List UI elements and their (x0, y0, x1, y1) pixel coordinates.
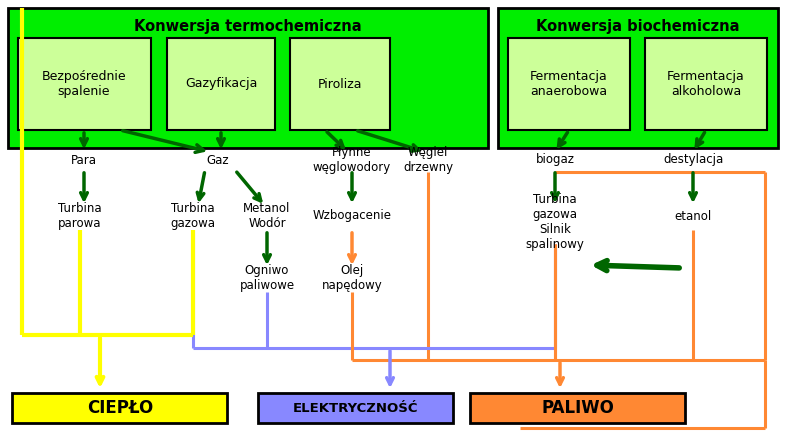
Text: Fermentacja
alkoholowa: Fermentacja alkoholowa (667, 70, 745, 98)
Text: Turbina
gazowa: Turbina gazowa (171, 202, 215, 230)
Text: ELEKTRYCZNOŚĆ: ELEKTRYCZNOŚĆ (293, 401, 418, 414)
Text: Turbina
gazowa
Silnik
spalinowy: Turbina gazowa Silnik spalinowy (526, 193, 584, 251)
Text: Bezpośrednie
spalenie: Bezpośrednie spalenie (42, 70, 126, 98)
Text: Metanol
Wodór: Metanol Wodór (243, 202, 291, 230)
Text: etanol: etanol (674, 210, 711, 223)
Bar (508, 38, 630, 130)
Text: Piroliza: Piroliza (318, 78, 362, 90)
Text: CIEPŁO: CIEPŁO (87, 399, 153, 417)
Text: biogaz: biogaz (535, 154, 575, 167)
Bar (167, 38, 275, 130)
Bar (645, 38, 767, 130)
Bar (498, 8, 778, 148)
Text: Gazyfikacja: Gazyfikacja (185, 78, 257, 90)
Text: destylacja: destylacja (663, 154, 723, 167)
Bar (12, 393, 227, 423)
Bar (470, 393, 685, 423)
Text: Turbina
parowa: Turbina parowa (58, 202, 102, 230)
Text: Płynne
węglowodory: Płynne węglowodory (313, 146, 391, 174)
Text: PALIWO: PALIWO (542, 399, 615, 417)
Text: Konwersja biochemiczna: Konwersja biochemiczna (536, 19, 740, 33)
Bar (258, 393, 453, 423)
Bar (18, 38, 151, 130)
Text: Ogniwo
paliwowe: Ogniwo paliwowe (240, 264, 295, 292)
Text: Gaz: Gaz (206, 154, 229, 167)
Bar (290, 38, 390, 130)
Text: Olej
napędowy: Olej napędowy (322, 264, 383, 292)
Text: Para: Para (71, 154, 97, 167)
Text: Wzbogacenie: Wzbogacenie (313, 210, 391, 223)
Bar (8, 8, 488, 148)
Text: Fermentacja
anaerobowa: Fermentacja anaerobowa (530, 70, 608, 98)
Text: Węgiel
drzewny: Węgiel drzewny (403, 146, 453, 174)
Text: Konwersja termochemiczna: Konwersja termochemiczna (134, 19, 362, 33)
